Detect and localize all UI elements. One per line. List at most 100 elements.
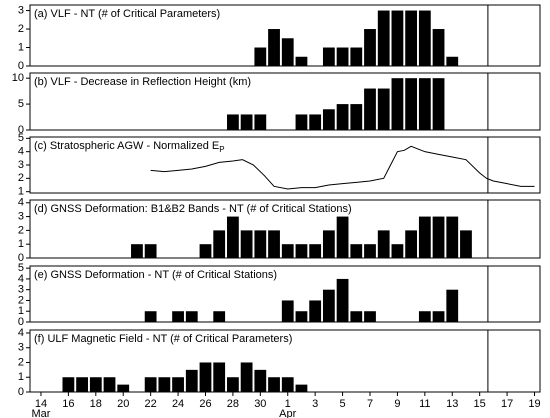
bar [418,10,431,66]
y-tick-label: 1 [18,186,24,198]
x-tick-label: 18 [90,398,102,410]
x-tick-label: 16 [62,398,74,410]
panel-title: (c) Stratospheric AGW - Normalized EP [34,140,225,154]
bar [281,38,294,66]
y-tick-label: 2 [18,294,24,306]
y-tick-label: 4 [18,273,24,285]
panel-frame [29,72,541,131]
panel-title: (f) ULF Magnetic Field - NT (# of Critic… [34,333,292,345]
bar [227,377,239,392]
bar [76,377,88,392]
bar [172,377,184,392]
bar [254,114,267,130]
y-tick-label: 1 [18,371,24,383]
bar [418,311,431,322]
y-tick-label: 2 [18,172,24,184]
bar [432,29,445,66]
x-tick-label: 24 [172,398,184,410]
y-tick-label: 5 [18,98,24,110]
y-tick-label: 0 [18,124,24,136]
bar [295,244,308,258]
panel-title: (e) GNSS Deformation - NT (# of Critical… [34,269,277,281]
panel-title-subscript: P [219,145,224,154]
bar [185,369,198,392]
x-tick-label: 13 [446,398,458,410]
panel-frame [29,329,541,393]
panel-title: (d) GNSS Deformation: B1&B2 Bands - NT (… [34,203,352,215]
bar [391,78,404,130]
bar [254,47,267,66]
panel-frame [29,265,541,323]
bar [281,244,294,258]
y-tick-label: 4 [18,146,24,158]
bar [213,362,226,392]
bar [254,369,267,392]
x-tick-label: 11 [419,398,430,410]
bar [364,244,376,258]
bar [350,47,363,66]
bar [309,114,322,130]
bar [240,362,253,392]
month-label: Mar [31,408,50,418]
x-tick-label: 7 [367,398,373,410]
bar [432,311,445,322]
bar [213,311,226,322]
y-tick-label: 3 [18,342,24,354]
bar [309,244,322,258]
x-tick-label: 3 [312,398,318,410]
bar [405,10,418,66]
line [150,145,535,190]
y-tick-label: 4 [18,197,24,209]
bar [295,56,308,66]
bar [268,377,280,392]
x-tick-label: 28 [227,398,239,410]
y-tick-label: 3 [18,159,24,171]
bar [240,230,253,258]
x-tick-label: 15 [474,398,486,410]
bar [227,216,239,258]
bar [446,216,459,258]
y-tick-label: 0 [18,252,24,264]
y-tick-label: 0 [18,386,24,398]
y-tick-label: 0 [18,316,24,328]
y-tick-label: 5 [18,132,24,144]
bar [336,278,349,322]
bar [418,78,431,130]
y-tick-label: 1 [18,305,24,317]
x-tick-label: 19 [528,398,540,410]
x-tick-label: 26 [199,398,211,410]
bar [144,244,157,258]
bar [103,377,116,392]
bar [364,29,376,66]
bar [309,300,322,322]
bar [199,244,212,258]
bar [364,311,376,322]
y-tick-label: 1 [18,41,24,53]
bar [62,377,75,392]
y-tick-label: 2 [18,224,24,236]
bar [158,377,171,392]
bar [172,311,184,322]
bar [350,104,363,130]
x-tick-label: 1 [285,398,291,410]
bar [199,362,212,392]
bar [350,244,363,258]
x-tick-label: 22 [145,398,157,410]
bar [295,384,308,392]
bar [144,377,157,392]
bar [446,56,459,66]
y-tick-label: 0 [18,60,24,72]
panel-title: (b) VLF - Decrease in Reflection Height … [34,76,251,88]
bar [281,300,294,322]
y-tick-label: 2 [18,23,24,35]
bar [336,104,349,130]
bar [336,216,349,258]
x-tick-label: 30 [254,398,266,410]
bar [131,244,143,258]
bar [240,114,253,130]
bar [364,88,376,130]
y-tick-label: 3 [18,210,24,222]
bar [432,216,445,258]
y-tick-label: 5 [18,262,24,274]
